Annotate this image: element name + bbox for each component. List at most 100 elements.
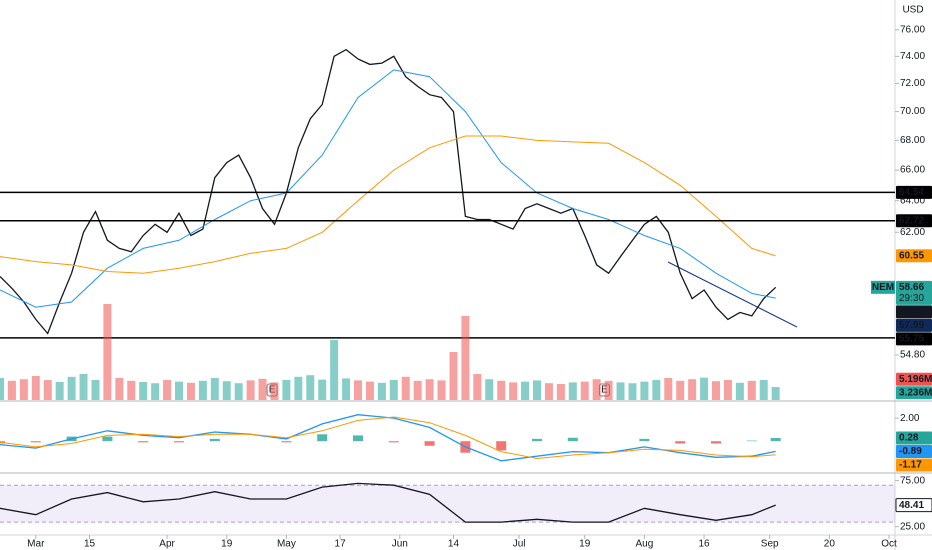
- price-tag: [896, 214, 932, 228]
- volume-bar: [79, 374, 88, 400]
- volume-bar: [735, 382, 744, 400]
- macd-histogram-bar: [102, 436, 113, 442]
- price-tag: [896, 332, 932, 346]
- volume-bar: [163, 380, 172, 400]
- x-tick-label: Apr: [159, 539, 175, 550]
- y-tick-label: 25.00: [900, 521, 925, 532]
- price-tag: [896, 431, 932, 445]
- volume-bar: [270, 382, 279, 400]
- y-tick-label: 74.00: [900, 51, 925, 62]
- x-tick-label: 19: [221, 539, 233, 550]
- countdown-label: 29:30: [899, 293, 924, 304]
- x-tick-label: Mar: [27, 539, 45, 550]
- volume-bar: [103, 304, 112, 400]
- price-tag-label: 0.28: [899, 433, 919, 444]
- volume-bar: [580, 381, 589, 400]
- volume-bar: [664, 378, 673, 400]
- y-tick-label: 64.00: [900, 195, 925, 206]
- y-tick-label: 2.00: [900, 413, 920, 424]
- volume-bar: [533, 380, 541, 400]
- volume-bar: [747, 380, 756, 400]
- macd-histogram-bar: [388, 441, 399, 443]
- y-tick-label: 70.00: [900, 106, 925, 117]
- x-tick-label: 19: [579, 539, 591, 550]
- volume-bar: [31, 376, 40, 400]
- x-tick-label: 20: [824, 539, 836, 550]
- volume-bar: [437, 380, 446, 400]
- volume-bar: [127, 380, 136, 400]
- earnings-marker-label: E: [601, 385, 608, 396]
- y-tick-label: 76.00: [900, 24, 925, 35]
- macd-histogram-bar: [424, 441, 435, 446]
- series-line: [0, 69, 776, 308]
- volume-bar: [354, 380, 362, 400]
- volume-bar: [43, 380, 52, 400]
- volume-bar: [7, 380, 16, 400]
- price-tag: [896, 249, 932, 263]
- price-tag: [896, 318, 932, 332]
- volume-bar: [282, 380, 291, 400]
- x-tick-label: 14: [448, 539, 460, 550]
- price-tag-label: 57.99: [899, 320, 924, 331]
- price-tag-label: -0.89: [899, 446, 922, 457]
- x-tick-label: Jul: [513, 539, 526, 550]
- volume-bar: [473, 374, 482, 400]
- price-tag-label: 5.196M: [899, 374, 932, 385]
- volume-bar: [592, 379, 601, 400]
- x-tick-label: Jun: [392, 539, 408, 550]
- price-tag-label: 60.55: [899, 250, 924, 261]
- macd-histogram-bar: [317, 434, 328, 442]
- volume-bar: [425, 379, 434, 400]
- volume-bar: [521, 381, 530, 400]
- volume-bar: [485, 379, 494, 400]
- price-tag-label: 62.72: [899, 215, 924, 226]
- series-line: [0, 414, 776, 462]
- macd-histogram-bar: [30, 441, 41, 443]
- macd-histogram-bar: [353, 435, 363, 442]
- volume-bar: [365, 381, 374, 400]
- volume-bar: [186, 382, 195, 400]
- macd-histogram-bar: [138, 441, 149, 443]
- x-tick-label: Sep: [761, 539, 779, 550]
- volume-bar: [246, 380, 255, 400]
- volume-bar: [568, 382, 577, 400]
- y-tick-label: 62.00: [900, 227, 925, 238]
- volume-bar: [294, 376, 303, 400]
- volume-bar: [771, 387, 780, 400]
- volume-bar: [676, 380, 685, 400]
- series-line: [0, 135, 776, 274]
- volume-bar: [342, 378, 351, 400]
- macd-histogram-bar: [209, 438, 220, 442]
- volume-bar: [401, 376, 410, 400]
- macd-histogram-bar: [532, 438, 542, 442]
- volume-bar: [712, 381, 720, 400]
- y-tick-label: 72.00: [900, 78, 925, 89]
- volume-bar: [91, 380, 100, 400]
- x-tick-label: Oct: [881, 539, 897, 550]
- volume-bar: [389, 380, 398, 400]
- y-tick-label: 68.00: [900, 135, 925, 146]
- volume-bar: [723, 380, 732, 400]
- volume-bar: [640, 381, 649, 400]
- volume-bar: [461, 316, 470, 400]
- volume-bar: [175, 381, 183, 400]
- macd-histogram-bar: [770, 437, 781, 442]
- price-tag-label: 3.236M: [899, 387, 932, 398]
- volume-bar: [318, 379, 327, 400]
- macd-histogram-bar: [281, 441, 292, 443]
- volume-bar: [55, 382, 64, 400]
- volume-bar: [139, 382, 148, 400]
- x-tick-label: 15: [84, 539, 96, 550]
- macd-histogram-bar: [675, 441, 686, 444]
- macd-histogram-bar: [174, 441, 184, 443]
- macd-histogram-bar: [496, 441, 507, 451]
- volume-bar: [652, 380, 661, 400]
- volume-bar: [115, 378, 124, 400]
- price-tag: [895, 498, 932, 513]
- volume-bar: [497, 380, 506, 400]
- macd-histogram-bar: [639, 438, 650, 442]
- volume-bar: [604, 380, 613, 400]
- currency-label: USD: [902, 5, 923, 16]
